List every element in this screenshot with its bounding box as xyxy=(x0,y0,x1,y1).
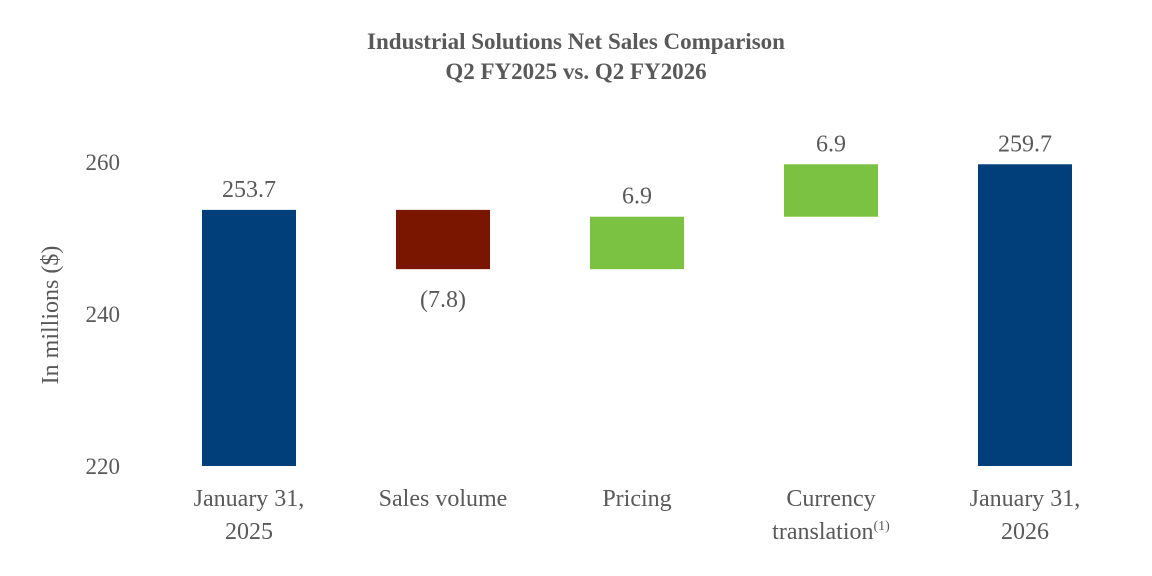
category-label: Currency xyxy=(786,486,875,512)
bars xyxy=(202,164,1072,466)
category-label: Sales volume xyxy=(379,486,508,512)
bar-value-label: 6.9 xyxy=(622,184,652,210)
bar-value-label: 259.7 xyxy=(998,131,1052,157)
data-labels: 253.7 (7.8) 6.9 6.9 259.7 xyxy=(222,131,1052,313)
chart-title-line-1: Industrial Solutions Net Sales Compariso… xyxy=(367,29,785,54)
bar-value-label: 253.7 xyxy=(222,177,276,203)
bar-value-label: 6.9 xyxy=(816,131,846,157)
category-labels: January 31, 2025 Sales volume Pricing Curren… xyxy=(194,486,1081,545)
category-label: Pricing xyxy=(602,486,671,512)
category-label: January 31, xyxy=(970,486,1081,512)
y-tick-label: 240 xyxy=(86,302,121,327)
bar-decrease xyxy=(396,209,490,270)
bar-total xyxy=(978,164,1072,466)
category-label: translation(1) xyxy=(772,519,890,545)
category-label: 2026 xyxy=(1001,519,1049,545)
footnote-superscript: (1) xyxy=(873,519,890,534)
y-tick-label: 260 xyxy=(86,150,121,175)
category-label: January 31, xyxy=(194,486,305,512)
bar-total xyxy=(202,209,296,466)
chart-title-line-2: Q2 FY2025 vs. Q2 FY2026 xyxy=(445,59,706,84)
bar-increase xyxy=(784,164,878,217)
y-tick-label: 220 xyxy=(86,454,121,479)
bar-increase xyxy=(590,216,684,270)
bar-value-label: (7.8) xyxy=(420,287,466,313)
y-axis-ticks: 220 240 260 xyxy=(86,150,121,479)
category-label: 2025 xyxy=(225,519,273,545)
y-axis-label: In millions ($) xyxy=(38,246,64,385)
